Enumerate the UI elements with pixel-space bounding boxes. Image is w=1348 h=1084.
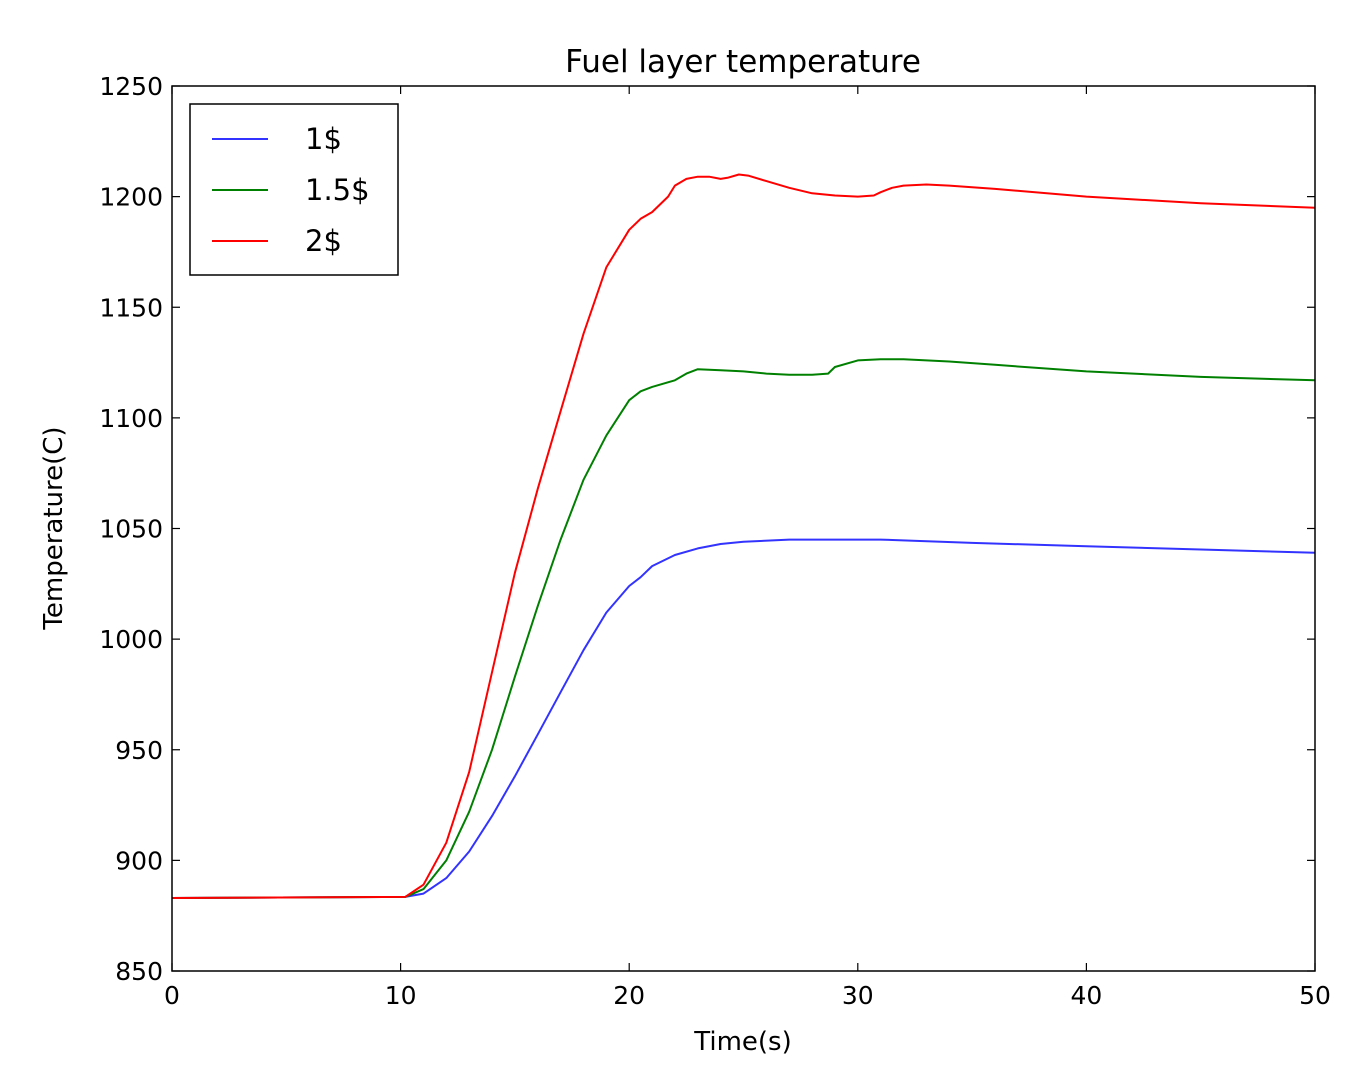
legend-label-1: 1.5$	[305, 173, 370, 207]
tick-layer: 0 10 20 30 40 50 850 900 950 1000 1050 1100 1150 1200…	[99, 72, 1331, 1010]
y-tick-label: 900	[115, 846, 163, 875]
series-layer	[171, 173, 1316, 899]
y-tick-label: 1200	[99, 183, 163, 212]
legend-label-0: 1$	[305, 122, 342, 156]
series-line-2	[171, 173, 1316, 899]
legend-label-2: 2$	[305, 224, 342, 258]
y-tick-label: 950	[115, 736, 163, 765]
y-tick-label: 1100	[99, 404, 163, 433]
y-tick-label: 1050	[99, 515, 163, 544]
x-axis-label: Time(s)	[693, 1027, 791, 1057]
y-tick-label: 1150	[99, 293, 163, 322]
y-tick-label: 850	[115, 957, 163, 986]
x-tick-label: 40	[1070, 981, 1102, 1010]
legend: 1$ 1.5$ 2$	[189, 103, 399, 276]
x-tick-label: 20	[613, 981, 645, 1010]
y-tick-label: 1000	[99, 625, 163, 654]
y-axis-label: Temperature(C)	[39, 426, 69, 630]
y-tick-label: 1250	[99, 72, 163, 101]
x-tick-label: 30	[842, 981, 874, 1010]
chart-title: Fuel layer temperature	[565, 44, 921, 80]
x-tick-label: 0	[164, 981, 180, 1010]
x-tick-label: 10	[385, 981, 417, 1010]
series-line-0	[171, 538, 1316, 899]
x-tick-label: 50	[1299, 981, 1331, 1010]
series-line-1	[171, 358, 1316, 899]
